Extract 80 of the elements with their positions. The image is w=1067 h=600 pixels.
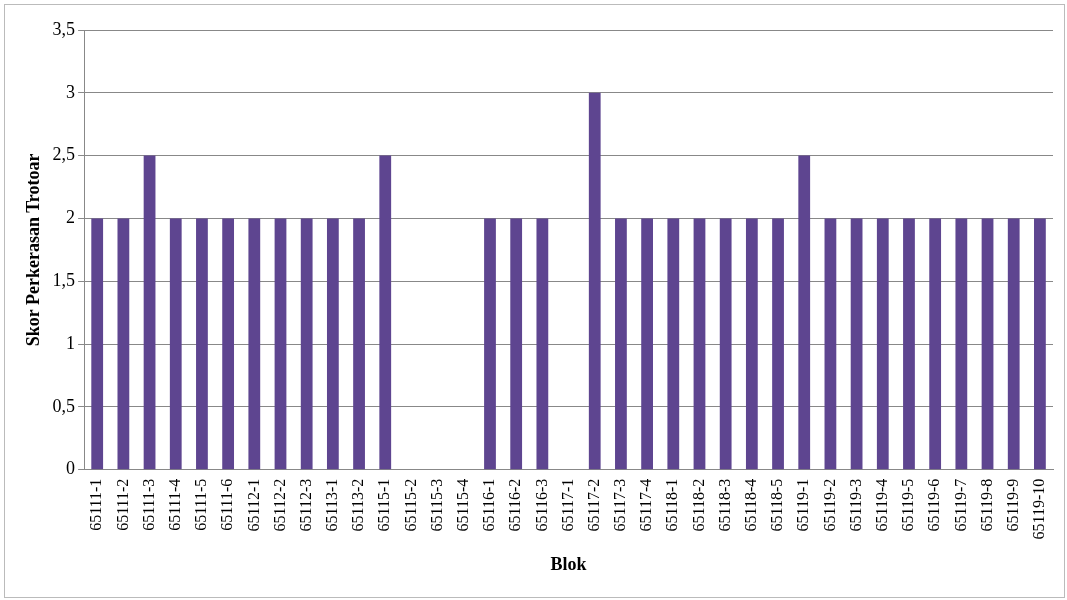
x-tick-label: 65112-3 <box>296 478 314 532</box>
bar <box>222 218 235 470</box>
x-tick-label: 65115-1 <box>375 478 393 532</box>
y-tick-label: 0 <box>66 458 76 479</box>
bar <box>641 218 653 470</box>
bar <box>274 218 287 470</box>
x-tick-label: 65112-1 <box>244 478 262 532</box>
x-tick-label: 65113-1 <box>323 478 341 532</box>
y-tick-label: 3 <box>66 81 76 102</box>
bar <box>850 218 863 470</box>
x-tick-label: 65119-7 <box>951 478 969 532</box>
bar <box>903 218 915 470</box>
bar <box>91 218 104 470</box>
bar <box>745 218 758 470</box>
x-tick-label: 65119-3 <box>846 478 864 532</box>
bar <box>824 218 837 470</box>
x-tick-label: 65116-2 <box>506 478 524 532</box>
bar <box>326 218 339 470</box>
bar <box>510 218 523 470</box>
bar <box>353 218 365 470</box>
bar <box>536 218 549 470</box>
x-tick-label: 65118-2 <box>689 478 707 532</box>
x-tick-label: 65116-1 <box>480 478 498 532</box>
x-tick-label: 65117-2 <box>584 478 602 532</box>
bar <box>169 218 182 470</box>
bar <box>772 218 784 470</box>
x-tick-label: 65115-2 <box>401 478 419 532</box>
x-tick-label: 65111-5 <box>192 478 210 531</box>
bar <box>615 218 627 470</box>
x-tick-label: 65119-2 <box>820 478 838 532</box>
y-tick-label: 0,5 <box>52 395 76 416</box>
bar <box>667 218 680 470</box>
bar <box>876 218 889 470</box>
x-tick-label: 65118-1 <box>663 478 681 532</box>
x-tick-label: 65111-2 <box>113 478 131 531</box>
bar <box>379 155 392 470</box>
x-tick-label: 65111-4 <box>165 478 183 531</box>
y-tick-label: 1 <box>66 332 76 353</box>
x-tick-label: 65117-4 <box>637 478 655 532</box>
bar <box>1007 218 1020 470</box>
y-tick-label: 1,5 <box>52 269 76 290</box>
x-tick-label: 65117-1 <box>558 478 576 532</box>
x-tick-label: 65111-1 <box>87 478 105 531</box>
x-tick-label: 65116-3 <box>532 478 550 532</box>
x-tick-label: 65117-3 <box>611 478 629 532</box>
x-tick-label: 65119-10 <box>1030 478 1048 540</box>
bar <box>929 218 942 470</box>
bar <box>588 92 601 470</box>
x-tick-label: 65119-1 <box>794 478 812 532</box>
x-tick-label: 65115-4 <box>454 478 472 532</box>
x-tick-label: 65112-2 <box>270 478 288 532</box>
bar <box>1034 218 1046 470</box>
y-axis-title: Skor Perkerasan Trotoar <box>23 153 44 347</box>
x-tick-label: 65111-3 <box>139 478 157 531</box>
bar <box>955 218 968 470</box>
x-tick-label: 65119-5 <box>899 478 917 532</box>
x-tick-label: 65119-8 <box>977 478 995 532</box>
bar <box>196 218 208 470</box>
x-tick-label: 65119-4 <box>872 478 890 532</box>
x-axis-title: Blok <box>550 553 587 574</box>
x-tick-label: 65111-6 <box>218 478 236 531</box>
bar <box>248 218 261 470</box>
x-tick-label: 65113-2 <box>349 478 367 532</box>
x-tick-label: 65118-3 <box>715 478 733 532</box>
y-tick-label: 3,5 <box>52 18 76 39</box>
x-tick-label: 65118-5 <box>768 478 786 532</box>
bar <box>300 218 313 470</box>
bar <box>798 155 811 470</box>
x-tick-label: 65119-6 <box>925 478 943 532</box>
x-tick-label: 65115-3 <box>427 478 445 532</box>
y-tick-label: 2 <box>66 207 76 228</box>
bar <box>484 218 496 470</box>
bar <box>143 155 156 470</box>
y-tick-label: 2,5 <box>52 144 76 165</box>
x-tick-label: 65119-9 <box>1003 478 1021 532</box>
bar <box>981 218 994 470</box>
bar <box>117 218 130 470</box>
bar <box>693 218 706 470</box>
x-tick-label: 65118-4 <box>742 478 760 532</box>
bar <box>719 218 732 470</box>
